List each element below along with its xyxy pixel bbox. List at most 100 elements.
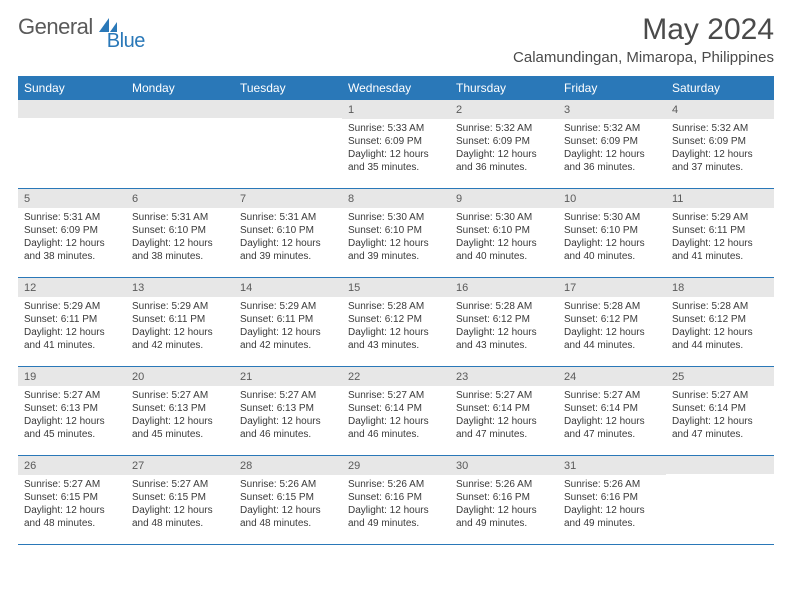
day-body: Sunrise: 5:27 AMSunset: 6:15 PMDaylight:… [126, 475, 234, 534]
day-cell: 6Sunrise: 5:31 AMSunset: 6:10 PMDaylight… [126, 189, 234, 277]
day-body [234, 118, 342, 125]
day-info-line: Daylight: 12 hours [672, 148, 768, 161]
day-number: 27 [126, 456, 234, 475]
day-number: 10 [558, 189, 666, 208]
day-info-line: Sunset: 6:11 PM [672, 224, 768, 237]
day-info-line: Sunrise: 5:30 AM [564, 211, 660, 224]
day-cell: 5Sunrise: 5:31 AMSunset: 6:09 PMDaylight… [18, 189, 126, 277]
day-header-friday: Friday [558, 76, 666, 100]
day-info-line: Daylight: 12 hours [564, 504, 660, 517]
day-info-line: and 42 minutes. [132, 339, 228, 352]
day-info-line: and 43 minutes. [456, 339, 552, 352]
day-header-thursday: Thursday [450, 76, 558, 100]
day-info-line: and 37 minutes. [672, 161, 768, 174]
day-body: Sunrise: 5:27 AMSunset: 6:14 PMDaylight:… [666, 386, 774, 445]
day-number: 14 [234, 278, 342, 297]
day-info-line: Sunrise: 5:27 AM [24, 478, 120, 491]
day-info-line: Sunrise: 5:28 AM [672, 300, 768, 313]
day-number: 26 [18, 456, 126, 475]
day-info-line: and 41 minutes. [24, 339, 120, 352]
day-info-line: Sunrise: 5:26 AM [456, 478, 552, 491]
day-info-line: Daylight: 12 hours [348, 148, 444, 161]
day-body: Sunrise: 5:32 AMSunset: 6:09 PMDaylight:… [666, 119, 774, 178]
day-cell: 9Sunrise: 5:30 AMSunset: 6:10 PMDaylight… [450, 189, 558, 277]
day-info-line: and 38 minutes. [132, 250, 228, 263]
day-info-line: and 38 minutes. [24, 250, 120, 263]
day-info-line: and 45 minutes. [24, 428, 120, 441]
title-block: May 2024 Calamundingan, Mimaropa, Philip… [513, 14, 774, 66]
day-info-line: Sunset: 6:13 PM [24, 402, 120, 415]
day-cell: 8Sunrise: 5:30 AMSunset: 6:10 PMDaylight… [342, 189, 450, 277]
day-number: 31 [558, 456, 666, 475]
day-info-line: and 36 minutes. [456, 161, 552, 174]
day-body [126, 118, 234, 125]
day-body: Sunrise: 5:30 AMSunset: 6:10 PMDaylight:… [558, 208, 666, 267]
day-info-line: Sunrise: 5:33 AM [348, 122, 444, 135]
day-cell: 16Sunrise: 5:28 AMSunset: 6:12 PMDayligh… [450, 278, 558, 366]
day-info-line: Sunset: 6:15 PM [132, 491, 228, 504]
day-info-line: and 39 minutes. [348, 250, 444, 263]
day-body: Sunrise: 5:29 AMSunset: 6:11 PMDaylight:… [234, 297, 342, 356]
header: General Blue May 2024 Calamundingan, Mim… [18, 14, 774, 66]
day-number: 8 [342, 189, 450, 208]
day-body: Sunrise: 5:31 AMSunset: 6:09 PMDaylight:… [18, 208, 126, 267]
day-cell: 13Sunrise: 5:29 AMSunset: 6:11 PMDayligh… [126, 278, 234, 366]
day-body: Sunrise: 5:26 AMSunset: 6:16 PMDaylight:… [450, 475, 558, 534]
day-info-line: Sunrise: 5:30 AM [456, 211, 552, 224]
day-info-line: Daylight: 12 hours [564, 326, 660, 339]
day-info-line: and 48 minutes. [24, 517, 120, 530]
day-number [234, 100, 342, 118]
day-body: Sunrise: 5:31 AMSunset: 6:10 PMDaylight:… [126, 208, 234, 267]
day-cell: 20Sunrise: 5:27 AMSunset: 6:13 PMDayligh… [126, 367, 234, 455]
logo-text-gray: General [18, 14, 93, 40]
week-row: 12Sunrise: 5:29 AMSunset: 6:11 PMDayligh… [18, 278, 774, 367]
day-body: Sunrise: 5:27 AMSunset: 6:14 PMDaylight:… [558, 386, 666, 445]
day-number: 13 [126, 278, 234, 297]
day-cell: 26Sunrise: 5:27 AMSunset: 6:15 PMDayligh… [18, 456, 126, 544]
day-body: Sunrise: 5:26 AMSunset: 6:16 PMDaylight:… [342, 475, 450, 534]
day-body: Sunrise: 5:27 AMSunset: 6:13 PMDaylight:… [234, 386, 342, 445]
day-info-line: Sunset: 6:16 PM [456, 491, 552, 504]
day-cell: 22Sunrise: 5:27 AMSunset: 6:14 PMDayligh… [342, 367, 450, 455]
day-info-line: Sunset: 6:14 PM [456, 402, 552, 415]
day-number: 23 [450, 367, 558, 386]
day-info-line: Daylight: 12 hours [672, 415, 768, 428]
day-info-line: Daylight: 12 hours [132, 237, 228, 250]
day-info-line: Sunrise: 5:27 AM [132, 478, 228, 491]
day-info-line: Daylight: 12 hours [240, 504, 336, 517]
day-info-line: Sunrise: 5:29 AM [240, 300, 336, 313]
week-row: 26Sunrise: 5:27 AMSunset: 6:15 PMDayligh… [18, 456, 774, 545]
day-info-line: Daylight: 12 hours [132, 504, 228, 517]
day-info-line: Sunrise: 5:29 AM [672, 211, 768, 224]
day-cell [126, 100, 234, 188]
week-row: 5Sunrise: 5:31 AMSunset: 6:09 PMDaylight… [18, 189, 774, 278]
day-header-row: SundayMondayTuesdayWednesdayThursdayFrid… [18, 76, 774, 100]
day-info-line: Daylight: 12 hours [348, 326, 444, 339]
day-info-line: Sunrise: 5:32 AM [456, 122, 552, 135]
day-info-line: and 48 minutes. [132, 517, 228, 530]
day-number: 1 [342, 100, 450, 119]
day-info-line: Sunset: 6:15 PM [240, 491, 336, 504]
day-body: Sunrise: 5:27 AMSunset: 6:13 PMDaylight:… [18, 386, 126, 445]
day-cell: 25Sunrise: 5:27 AMSunset: 6:14 PMDayligh… [666, 367, 774, 455]
day-number: 22 [342, 367, 450, 386]
day-cell: 11Sunrise: 5:29 AMSunset: 6:11 PMDayligh… [666, 189, 774, 277]
day-body: Sunrise: 5:33 AMSunset: 6:09 PMDaylight:… [342, 119, 450, 178]
day-info-line: and 44 minutes. [672, 339, 768, 352]
day-info-line: Sunset: 6:11 PM [132, 313, 228, 326]
day-info-line: Daylight: 12 hours [240, 237, 336, 250]
day-number: 17 [558, 278, 666, 297]
day-info-line: Sunset: 6:16 PM [348, 491, 444, 504]
day-info-line: Sunrise: 5:31 AM [240, 211, 336, 224]
day-info-line: Daylight: 12 hours [456, 237, 552, 250]
day-number: 25 [666, 367, 774, 386]
day-info-line: Daylight: 12 hours [348, 504, 444, 517]
day-cell: 18Sunrise: 5:28 AMSunset: 6:12 PMDayligh… [666, 278, 774, 366]
day-info-line: Sunset: 6:09 PM [24, 224, 120, 237]
day-info-line: Daylight: 12 hours [348, 415, 444, 428]
day-info-line: Sunrise: 5:29 AM [24, 300, 120, 313]
day-body: Sunrise: 5:28 AMSunset: 6:12 PMDaylight:… [558, 297, 666, 356]
day-info-line: Daylight: 12 hours [456, 148, 552, 161]
logo-text-blue: Blue [107, 30, 145, 53]
day-number: 15 [342, 278, 450, 297]
